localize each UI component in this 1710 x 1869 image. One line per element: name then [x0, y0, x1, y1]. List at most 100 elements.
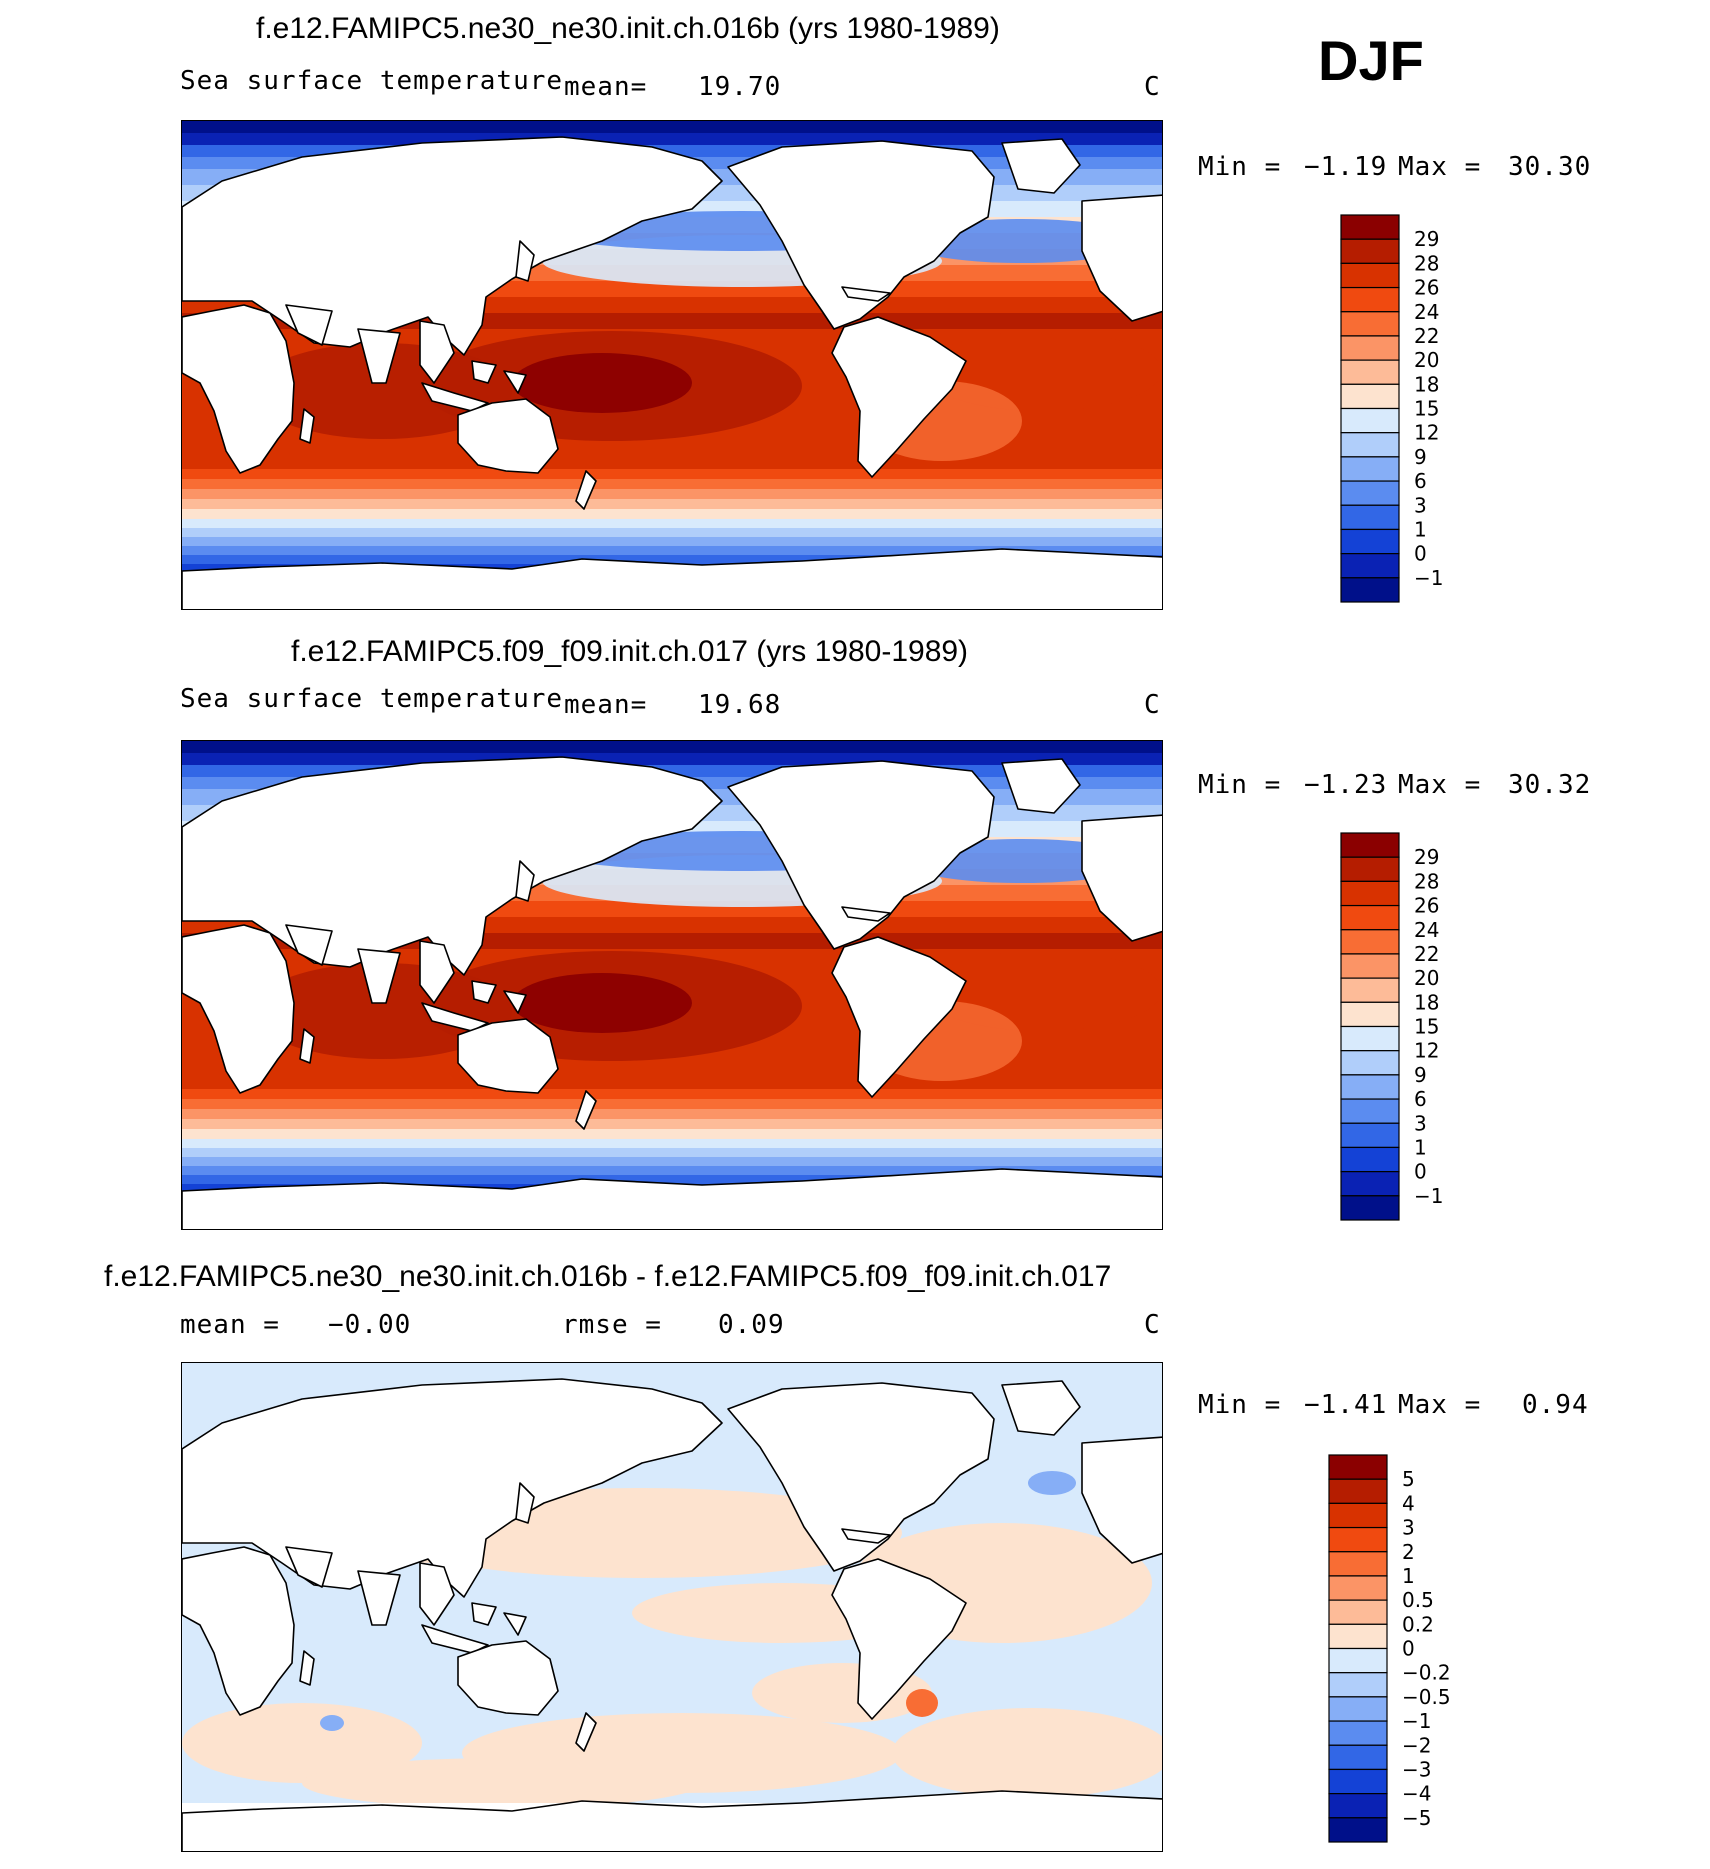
- colorbar-box: [1340, 904, 1400, 931]
- land-japan: [515, 1482, 535, 1524]
- sst-band: [182, 1099, 1162, 1109]
- sst-band: [182, 1089, 1162, 1099]
- colorbar-box: [1340, 1098, 1400, 1124]
- land-cuba: [841, 286, 891, 302]
- colorbar-box: [1340, 359, 1400, 385]
- panel-1-field: [182, 121, 1162, 609]
- land-new-zealand: [575, 1712, 597, 1752]
- sst-band: [182, 1109, 1162, 1119]
- sst-band: [182, 741, 1162, 753]
- colorbar-label: −1: [1414, 566, 1443, 590]
- colorbar-label: 9: [1414, 445, 1427, 469]
- panel-3-max-value: 0.94: [1522, 1390, 1589, 1420]
- land-antarctica: [182, 1790, 1162, 1851]
- land-eurasia: [182, 136, 723, 356]
- colorbar-label: 22: [1414, 942, 1439, 966]
- colorbar-label: 6: [1414, 469, 1427, 493]
- panel-2-units: C: [1144, 690, 1161, 720]
- colorbar-box: [1328, 1478, 1388, 1504]
- land-cuba: [841, 1528, 891, 1544]
- sst-band: [182, 479, 1162, 489]
- panel-3-rmse-label: rmse =: [562, 1310, 662, 1340]
- panel-3-mean-label: mean =: [180, 1310, 280, 1340]
- land-arabia-india: [285, 1546, 401, 1626]
- sst-band: [182, 121, 1162, 133]
- colorbar-box: [1340, 1001, 1400, 1028]
- panel-1-variable: Sea surface temperature: [180, 66, 564, 96]
- panel-3-colorbar: 5 4 3 2 1 0.5 0.2 0 −0.2 −0.5 −1 −2 −3 −4 −5: [1328, 1454, 1466, 1850]
- colorbar-box: [1328, 1526, 1388, 1553]
- colorbar-label: 18: [1414, 990, 1439, 1014]
- colorbar-label: 20: [1414, 966, 1439, 990]
- panel-1-mean-label: mean=: [564, 72, 648, 102]
- colorbar-label: 12: [1414, 421, 1439, 445]
- colorbar-label: 15: [1414, 397, 1439, 421]
- panel-2-field: [182, 741, 1162, 1229]
- land-indochina: [419, 1562, 455, 1626]
- colorbar-box: [1340, 953, 1400, 979]
- colorbar-label: 24: [1414, 918, 1439, 942]
- land-antarctica: [182, 1168, 1162, 1229]
- panel-2-map: [181, 740, 1163, 1230]
- colorbar-label: 28: [1414, 251, 1439, 275]
- panel-2-title: f.e12.FAMIPC5.f09_f09.init.ch.017 (yrs 1…: [291, 635, 969, 668]
- colorbar-label: 26: [1414, 276, 1439, 300]
- colorbar-label: 29: [1414, 845, 1439, 869]
- land-arabia-india: [285, 304, 401, 384]
- colorbar-box: [1340, 880, 1400, 907]
- land-africa: [182, 924, 295, 1094]
- sst-band: [182, 1166, 1162, 1175]
- land-north-america: [727, 140, 995, 330]
- panel-3-rmse-value: 0.09: [718, 1310, 785, 1340]
- sst-band: [182, 469, 1162, 479]
- land-cuba: [841, 906, 891, 922]
- sst-band: [182, 537, 1162, 546]
- colorbar-box: [1340, 1074, 1400, 1100]
- colorbar-box: [1340, 335, 1400, 361]
- colorbar-label: −0.2: [1402, 1661, 1451, 1685]
- panel-3-title: f.e12.FAMIPC5.ne30_ne30.init.ch.016b - f…: [104, 1260, 1112, 1293]
- colorbar-label: −2: [1402, 1733, 1431, 1757]
- colorbar-label: 1: [1414, 517, 1427, 541]
- land-europe-west: [1081, 194, 1162, 322]
- colorbar-box: [1340, 286, 1400, 313]
- land-africa: [182, 1546, 295, 1716]
- colorbar-label: 0.2: [1402, 1612, 1434, 1636]
- colorbar-box: [1340, 214, 1400, 240]
- colorbar-box: [1340, 407, 1400, 434]
- panel-3-min-value: −1.41: [1304, 1390, 1388, 1420]
- colorbar-label: 15: [1414, 1015, 1439, 1039]
- panel-1-colorbar: 29 28 26 24 22 20 18 15 12 9 6 3 1 0 −1: [1340, 214, 1478, 610]
- land-antarctica: [182, 548, 1162, 609]
- sst-band: [182, 459, 1162, 469]
- land-australia: [457, 1640, 559, 1716]
- colorbar-label: 1: [1414, 1135, 1427, 1159]
- colorbar-box: [1340, 1195, 1400, 1221]
- colorbar-label: 4: [1402, 1491, 1415, 1515]
- colorbar-label: −1: [1402, 1709, 1431, 1733]
- panel-2-min-label: Min =: [1198, 770, 1282, 800]
- colorbar-label: 0.5: [1402, 1588, 1434, 1612]
- colorbar-box: [1340, 1025, 1400, 1052]
- land-japan: [515, 860, 535, 902]
- colorbar-label: 20: [1414, 348, 1439, 372]
- colorbar-box: [1328, 1454, 1388, 1480]
- colorbar-label: 24: [1414, 300, 1439, 324]
- colorbar-box: [1340, 553, 1400, 579]
- colorbar-box: [1328, 1551, 1388, 1577]
- colorbar-box: [1328, 1793, 1388, 1819]
- colorbar-box: [1328, 1575, 1388, 1601]
- land-south-america: [831, 936, 967, 1098]
- colorbar-box: [1340, 262, 1400, 289]
- colorbar-box: [1328, 1817, 1388, 1843]
- sst-band: [182, 1139, 1162, 1148]
- colorbar-box: [1328, 1768, 1388, 1795]
- panel-3-max-label: Max =: [1398, 1390, 1482, 1420]
- colorbar-box: [1328, 1599, 1388, 1625]
- colorbar-label: 0: [1414, 1160, 1427, 1184]
- season-label: DJF: [1318, 29, 1424, 92]
- colorbar-label: −4: [1402, 1782, 1431, 1806]
